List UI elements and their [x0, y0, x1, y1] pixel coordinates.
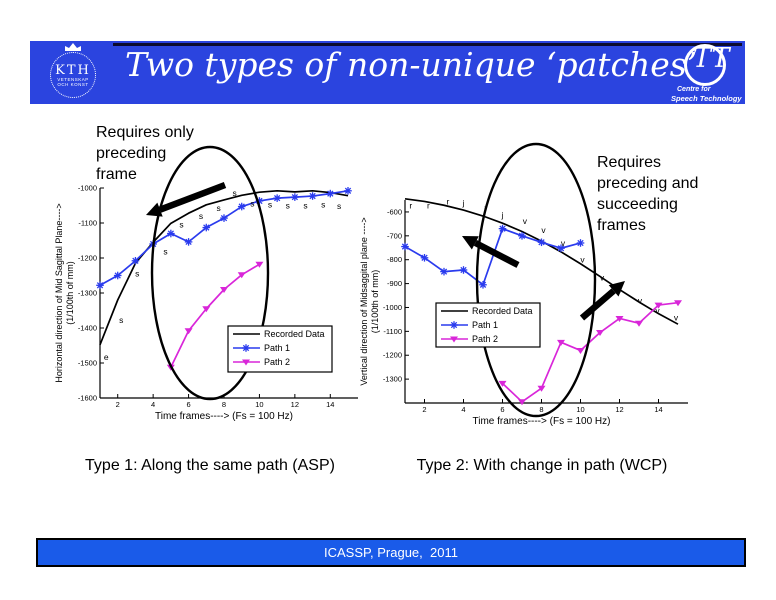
caption-type2: Type 2: With change in path (WCP) — [416, 457, 668, 474]
tt-circle-icon: TT — [684, 43, 730, 86]
svg-text:r: r — [409, 200, 412, 210]
svg-text:-600: -600 — [387, 207, 402, 216]
svg-text:v: v — [600, 273, 605, 283]
note-left-line3: frame — [96, 166, 137, 183]
note-right-line2: preceding and — [597, 175, 699, 192]
note-left: Requires only preceding frame — [96, 122, 194, 185]
note-left-line1: Requires only — [96, 124, 194, 141]
kth-wreath-ring: KTH VETENSKAP OCH KONST — [50, 52, 96, 98]
svg-text:Path 2: Path 2 — [264, 357, 290, 367]
svg-text:s: s — [303, 200, 307, 210]
svg-text:Path 1: Path 1 — [472, 320, 498, 330]
kth-sub-line2: OCH KONST — [57, 81, 89, 87]
svg-text:j: j — [462, 198, 465, 208]
tt-logo: TT Centre for Speech Technology — [670, 43, 742, 103]
note-right: Requires preceding and succeeding frames — [597, 152, 698, 236]
svg-text:Path 2: Path 2 — [472, 334, 498, 344]
note-right-line1: Requires — [597, 154, 662, 171]
svg-text:Path 1: Path 1 — [264, 343, 290, 353]
slide-title: Two types of non-unique ‘patches’ — [125, 45, 698, 84]
svg-text:(1/100th of mm): (1/100th of mm) — [65, 261, 75, 325]
svg-text:Horizontal direction of Mid Sa: Horizontal direction of Mid Sagittal Pla… — [54, 203, 64, 382]
svg-text:v: v — [655, 306, 660, 316]
svg-text:-1100: -1100 — [78, 219, 97, 228]
svg-text:-1400: -1400 — [78, 324, 97, 333]
svg-text:s: s — [217, 203, 221, 213]
svg-text:8: 8 — [539, 405, 543, 414]
svg-text:Recorded Data: Recorded Data — [264, 329, 325, 339]
tt-abbr: TT — [693, 43, 730, 74]
svg-text:-1300: -1300 — [78, 289, 97, 298]
header-banner: KTH VETENSKAP OCH KONST Two types of non… — [30, 41, 745, 104]
note-left-line2: preceding — [96, 145, 167, 162]
svg-text:v: v — [580, 255, 585, 265]
svg-text:s: s — [268, 200, 272, 210]
svg-text:14: 14 — [326, 400, 334, 409]
svg-text:s: s — [199, 211, 203, 221]
svg-text:v: v — [674, 313, 679, 323]
svg-text:-800: -800 — [387, 255, 402, 264]
svg-text:2: 2 — [422, 405, 426, 414]
svg-text:6: 6 — [186, 400, 190, 409]
svg-text:s: s — [321, 200, 325, 210]
svg-text:8: 8 — [222, 400, 226, 409]
svg-text:v: v — [561, 238, 566, 248]
tt-caption-line1: Centre for — [677, 86, 711, 93]
svg-text:6: 6 — [500, 405, 504, 414]
caption-type1: Type 1: Along the same path (ASP) — [85, 457, 335, 474]
svg-text:e: e — [104, 352, 109, 362]
kth-abbr: KTH — [55, 62, 91, 78]
footer-bar: ICASSP, Prague, 2011 — [36, 538, 746, 567]
svg-text:v: v — [638, 296, 643, 306]
svg-text:Recorded Data: Recorded Data — [472, 306, 533, 316]
svg-text:-1300: -1300 — [383, 375, 402, 384]
svg-text:-700: -700 — [387, 231, 402, 240]
svg-text:-1200: -1200 — [383, 351, 402, 360]
kth-sub-line1: VETENSKAP — [57, 76, 89, 82]
svg-text:v: v — [523, 216, 528, 226]
svg-text:s: s — [233, 188, 237, 198]
banner-topline — [113, 43, 742, 46]
svg-text:s: s — [250, 199, 254, 209]
tt-caption-line2: Speech Technology — [671, 94, 742, 103]
svg-text:2: 2 — [116, 400, 120, 409]
svg-text:4: 4 — [151, 400, 155, 409]
footer-text: ICASSP, Prague, 2011 — [324, 545, 458, 560]
svg-text:s: s — [135, 269, 139, 279]
svg-text:Time frames----> (Fs = 100 Hz): Time frames----> (Fs = 100 Hz) — [155, 411, 293, 422]
svg-text:-1100: -1100 — [383, 327, 402, 336]
svg-text:-1500: -1500 — [78, 359, 97, 368]
svg-text:j: j — [501, 210, 504, 220]
svg-text:14: 14 — [654, 405, 662, 414]
svg-text:r: r — [427, 200, 430, 210]
svg-text:12: 12 — [615, 405, 623, 414]
kth-logo: KTH VETENSKAP OCH KONST — [35, 42, 111, 103]
svg-text:Time frames----> (Fs = 100 Hz): Time frames----> (Fs = 100 Hz) — [473, 416, 611, 427]
svg-text:(1/100th of mm): (1/100th of mm) — [370, 270, 380, 334]
chart-type1-asp: -1600 -1500 -1400 -1300 -1200 -1100 -1000 2 4 6 8 1… — [54, 145, 358, 422]
svg-text:-1600: -1600 — [78, 394, 97, 403]
svg-text:-1200: -1200 — [78, 254, 97, 263]
svg-text:s: s — [163, 247, 167, 257]
svg-text:12: 12 — [291, 400, 299, 409]
svg-text:v: v — [541, 225, 546, 235]
svg-text:-1000: -1000 — [383, 303, 402, 312]
svg-text:10: 10 — [255, 400, 263, 409]
svg-text:s: s — [337, 201, 341, 211]
note-right-line3: succeeding — [597, 196, 678, 213]
svg-text:r: r — [446, 196, 449, 206]
crown-icon — [65, 43, 81, 51]
svg-text:Vertical direction of Midsaggi: Vertical direction of Midsaggital plane … — [359, 217, 369, 385]
chart-type2-wcp: -1300 -1200 -1100 -1000 -900 -800 -700 -600 2 4 6 8… — [359, 142, 688, 427]
svg-text:-1000: -1000 — [78, 184, 97, 193]
note-right-line4: frames — [597, 217, 646, 234]
svg-text:s: s — [179, 220, 183, 230]
svg-text:4: 4 — [461, 405, 465, 414]
svg-text:10: 10 — [576, 405, 584, 414]
svg-text:s: s — [286, 200, 290, 210]
svg-text:s: s — [119, 315, 123, 325]
svg-text:-900: -900 — [387, 279, 402, 288]
